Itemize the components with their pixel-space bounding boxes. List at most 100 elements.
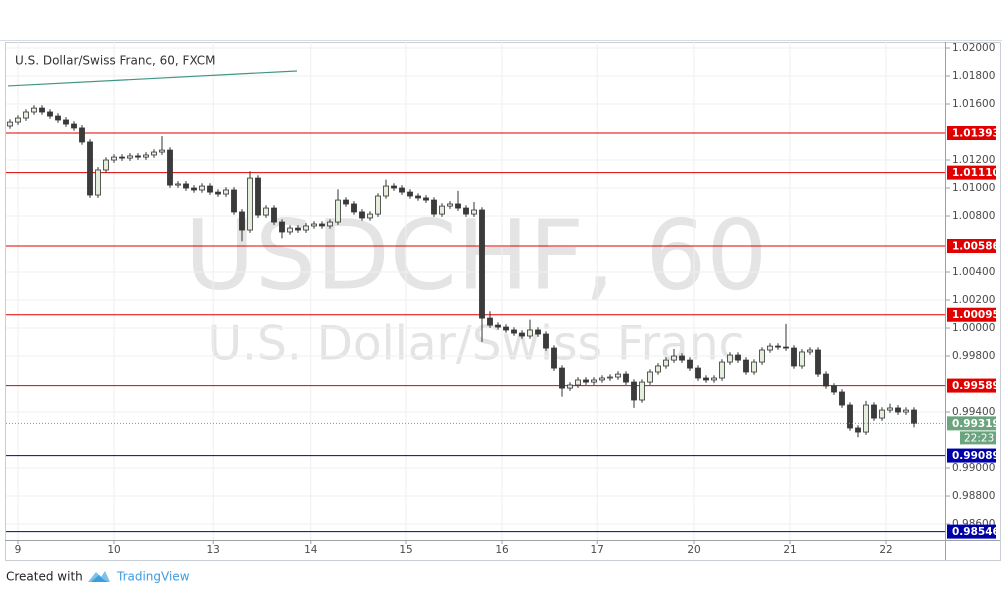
candle-body: [871, 404, 877, 419]
candle-body: [799, 351, 805, 367]
countdown-label: 22:23: [964, 432, 994, 444]
candle-body: [487, 317, 493, 326]
current-price-box: [947, 416, 996, 431]
candle-body: [527, 329, 533, 337]
y-tick-label: 1.01200: [952, 154, 995, 166]
y-tick-label: 0.99400: [952, 406, 995, 418]
candle-body: [199, 185, 205, 191]
candle-body: [543, 333, 549, 349]
candle-body: [511, 329, 517, 334]
candle-body: [423, 197, 429, 201]
x-tick-label: 21: [783, 544, 796, 556]
candle-body: [247, 177, 253, 231]
chart-title: U.S. Dollar/Swiss Franc, 60, FXCM: [15, 54, 216, 68]
candle-body: [727, 354, 733, 363]
candle-body: [447, 203, 453, 207]
candle-body: [111, 156, 117, 161]
candle-body: [23, 111, 29, 119]
candle-body: [719, 361, 725, 379]
candle-body: [87, 141, 93, 196]
candle-body: [847, 404, 853, 429]
current-price-label: 0.99319: [952, 418, 1000, 430]
x-tick-label: 13: [207, 544, 220, 556]
candle-body: [567, 384, 573, 389]
x-tick-label: 10: [107, 544, 120, 556]
candle-body: [399, 187, 405, 193]
candle-body: [711, 377, 717, 381]
candle-body: [679, 355, 685, 361]
level-label: 1.00095: [952, 309, 1000, 321]
level-label-box: [947, 238, 996, 253]
candle-body: [735, 354, 741, 361]
candle-body: [751, 361, 757, 373]
candle-body: [359, 211, 365, 219]
y-tick-label: 1.00800: [952, 210, 995, 222]
candle-body: [647, 371, 653, 383]
level-label: 1.01393: [952, 128, 1000, 140]
candle-body: [759, 349, 765, 363]
candle-body: [575, 379, 581, 386]
level-label-box: [947, 165, 996, 180]
candle-body: [103, 159, 109, 171]
background-layer: USDCHF, 60 U.S. Dollar/Swiss Franc: [6, 42, 945, 540]
candle-body: [383, 185, 389, 197]
candle-body: [295, 227, 301, 231]
candle-body: [31, 107, 37, 113]
candle-body: [495, 324, 501, 328]
candle-body: [191, 187, 197, 191]
candle-body: [215, 191, 221, 195]
candle-body: [703, 377, 709, 381]
candle-body: [7, 121, 13, 127]
trend-line: [7, 70, 298, 87]
candle-body: [767, 345, 773, 351]
candle-body: [607, 376, 613, 379]
candle-body: [223, 189, 229, 195]
candle-body: [839, 391, 845, 406]
candle-body: [271, 207, 277, 223]
candle-body: [471, 209, 477, 215]
y-tick-label: 1.02000: [952, 42, 995, 54]
level-label-box: [947, 307, 996, 322]
candle-body: [863, 404, 869, 433]
toolbar-strip: [0, 0, 1002, 40]
level-label: 1.01110: [952, 167, 1000, 179]
candle-body: [439, 205, 445, 215]
candle-body: [655, 365, 661, 373]
candle-body: [143, 154, 149, 158]
y-tick-label: 1.00400: [952, 266, 995, 278]
candle-body: [127, 155, 133, 159]
x-tick-label: 17: [591, 544, 604, 556]
candle-body: [407, 191, 413, 197]
candle-body: [631, 381, 637, 401]
candle-body: [815, 349, 821, 375]
candle-body: [279, 221, 285, 233]
candle-body: [463, 207, 469, 215]
candle-body: [311, 223, 317, 227]
brand-link[interactable]: TradingView: [116, 570, 190, 584]
y-tick-label: 1.01000: [952, 182, 995, 194]
candle-body: [263, 207, 269, 216]
candle-body: [687, 359, 693, 369]
candle-body: [895, 407, 901, 413]
candle-body: [903, 409, 909, 413]
candle-body: [327, 221, 333, 227]
candle-body: [239, 211, 245, 231]
footer-text: Created with: [6, 570, 83, 584]
level-label: 0.99089: [952, 450, 1000, 462]
y-tick-label: 1.01800: [952, 70, 995, 82]
candle-body: [335, 199, 341, 223]
watermark-subtitle: U.S. Dollar/Swiss Franc: [208, 317, 745, 372]
candle-body: [743, 359, 749, 373]
watermark: USDCHF, 60: [185, 199, 768, 311]
x-tick-label: 16: [495, 544, 509, 556]
candle-body: [623, 373, 629, 383]
candle-body: [287, 227, 293, 233]
candle-body: [39, 107, 45, 113]
x-tick-label: 22: [879, 544, 892, 556]
candle-body: [551, 347, 557, 369]
candle-body: [47, 111, 53, 117]
candle-body: [79, 127, 85, 143]
candle-body: [255, 177, 261, 216]
candle-body: [351, 203, 357, 213]
